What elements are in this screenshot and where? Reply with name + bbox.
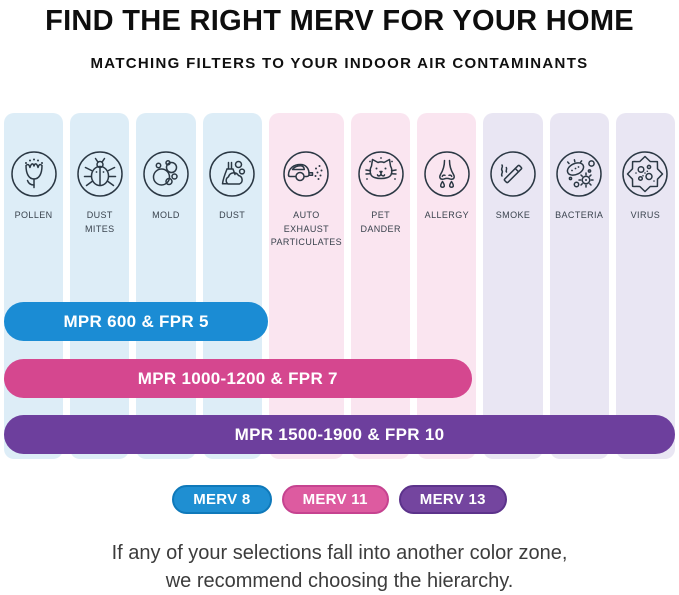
rating-bar-label: MPR 1500-1900 & FPR 10 [234, 424, 445, 444]
footer-note: If any of your selections fall into anot… [0, 540, 679, 595]
column-auto-exhaust-particulates: AUTO EXHAUST PARTICULATES [268, 113, 345, 459]
column-label: POLLEN [14, 210, 53, 220]
page-title: FIND THE RIGHT MERV FOR YOUR HOME [45, 5, 634, 37]
dust-mite-icon [76, 150, 124, 198]
column-label: DUST MITES [85, 210, 115, 234]
rating-bar-2: MPR 1000-1200 & FPR 7 [4, 359, 472, 398]
columns: POLLEN DUST MITES MOLD DUST AUTO EXHAUST PAR… [4, 113, 675, 459]
nose-drips-icon [423, 150, 471, 198]
column-mold: MOLD [136, 113, 196, 459]
column-bacteria: BACTERIA [549, 113, 609, 459]
car-exhaust-icon [282, 150, 330, 198]
column-allergy: ALLERGY [417, 113, 477, 459]
legend-pill-merv-8: MERV 8 [172, 485, 272, 514]
column-label: BACTERIA [555, 210, 604, 220]
legend-pill-label: MERV 8 [193, 491, 251, 508]
virus-icon [621, 150, 669, 198]
legend-pill-label: MERV 11 [302, 491, 368, 508]
legend-pill-label: MERV 13 [419, 491, 486, 508]
footer-line-1: If any of your selections fall into anot… [111, 542, 568, 564]
column-dust-mites: DUST MITES [70, 113, 130, 459]
rating-bar-3: MPR 1500-1900 & FPR 10 [4, 415, 675, 454]
column-label: VIRUS [630, 210, 661, 220]
rating-bar-1: MPR 600 & FPR 5 [4, 302, 269, 341]
column-virus: VIRUS [615, 113, 675, 459]
contaminant-chart: POLLEN DUST MITES MOLD DUST AUTO EXHAUST PAR… [4, 113, 675, 459]
column-label: DUST [219, 210, 246, 220]
mold-spores-icon [142, 150, 190, 198]
footer-line-2: we recommend choosing the hierarchy. [165, 569, 514, 592]
cat-face-icon [357, 150, 405, 198]
rating-bar-label: MPR 600 & FPR 5 [63, 311, 209, 331]
column-label: SMOKE [495, 210, 531, 220]
column-label: PET DANDER [360, 210, 401, 234]
dust-pile-icon [208, 150, 256, 198]
column-label: AUTO EXHAUST PARTICULATES [270, 210, 343, 247]
pollen-flower-icon [10, 150, 58, 198]
merv-legend: MERV 8 MERV 11 MERV 13 [0, 485, 679, 514]
cigarette-icon [489, 150, 537, 198]
column-dust: DUST [202, 113, 262, 459]
column-label: ALLERGY [424, 210, 469, 220]
column-label: MOLD [152, 210, 180, 220]
column-pet-dander: PET DANDER [351, 113, 411, 459]
infographic: FIND THE RIGHT MERV FOR YOUR HOME MATCHI… [0, 5, 679, 594]
legend-pill-merv-13: MERV 13 [398, 485, 507, 514]
column-pollen: POLLEN [4, 113, 64, 459]
page-subtitle: MATCHING FILTERS TO YOUR INDOOR AIR CONT… [90, 55, 589, 72]
column-smoke: SMOKE [483, 113, 543, 459]
bacteria-icon [555, 150, 603, 198]
legend-pill-merv-11: MERV 11 [281, 485, 389, 514]
rating-bar-label: MPR 1000-1200 & FPR 7 [137, 368, 338, 388]
